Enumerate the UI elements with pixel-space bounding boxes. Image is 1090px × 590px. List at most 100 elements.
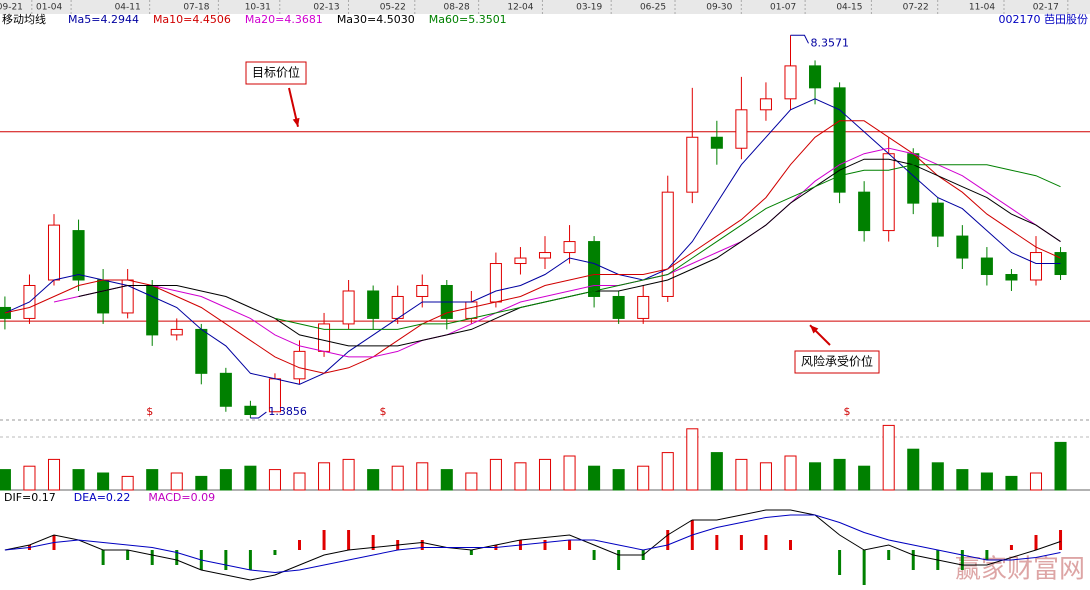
candle-body <box>759 98 772 111</box>
volume-bar <box>47 458 61 491</box>
candle-body <box>514 257 527 265</box>
candle-body <box>97 279 110 314</box>
label-leader <box>790 34 809 44</box>
candle-body <box>809 65 822 89</box>
volume-bar <box>931 462 944 491</box>
ma-line <box>274 164 1061 330</box>
dif-line <box>4 509 1061 581</box>
arrow-head <box>810 325 819 334</box>
candle-body <box>1005 274 1018 281</box>
volume-bar <box>514 462 527 491</box>
candle-body <box>956 235 969 259</box>
price-line-label: 风险承受价位 <box>801 354 873 369</box>
volume-bar <box>956 469 969 491</box>
price-line-label: 目标价位 <box>252 65 300 80</box>
volume-bar <box>170 472 183 491</box>
volume-bar <box>465 472 478 491</box>
volume-bar <box>833 458 846 491</box>
candle-body <box>47 224 61 281</box>
candle-body <box>784 65 797 100</box>
candle-body <box>391 295 404 319</box>
volume-bar <box>146 469 159 491</box>
event-mark: $ <box>146 405 153 418</box>
volume-bar <box>268 469 281 491</box>
volume-bar <box>489 458 502 491</box>
candle-body <box>170 328 183 336</box>
ma-line <box>4 98 1061 385</box>
candle-body <box>416 284 429 297</box>
legend-entry: Ma5=4.2944 <box>68 13 139 26</box>
volume-bar <box>686 428 699 491</box>
volume-bar <box>440 469 453 491</box>
volume-bar <box>1029 472 1043 491</box>
volume-bar <box>661 452 674 491</box>
candle-body <box>367 290 380 319</box>
x-tick-label: 06-25 <box>640 3 666 13</box>
volume-bar <box>907 448 920 491</box>
x-tick-label: 04-15 <box>836 3 862 13</box>
macd-legend: DIF=0.17 <box>4 491 56 504</box>
event-mark: $ <box>379 405 386 418</box>
candle-body <box>931 202 944 237</box>
candle-body <box>735 109 748 149</box>
x-tick-label: 09-21 <box>0 3 23 13</box>
candle-body <box>1029 252 1043 281</box>
x-tick-label: 03-19 <box>576 3 602 13</box>
candle-body <box>219 372 232 407</box>
macd-legend: MACD=0.09 <box>148 491 215 504</box>
volume-bar <box>710 452 723 491</box>
candle-body <box>195 328 208 374</box>
volume-bar <box>735 458 748 491</box>
candle-body <box>907 153 920 204</box>
volume-bar <box>538 458 552 491</box>
candle-body <box>686 136 699 193</box>
volume-bar <box>72 469 85 491</box>
candle-body <box>980 257 993 276</box>
volume-bar <box>0 469 11 491</box>
candle-body <box>710 136 723 149</box>
candle-body <box>146 284 159 336</box>
x-tick-label: 05-22 <box>380 3 406 13</box>
candle-body <box>612 295 625 319</box>
label-box <box>245 61 307 85</box>
candle-body <box>538 252 552 259</box>
candle-body <box>882 153 895 232</box>
stock-name: 002170 芭田股份 <box>999 12 1089 26</box>
candle-body <box>637 295 650 319</box>
volume-bar <box>23 465 36 491</box>
legend-entry: Ma30=4.5030 <box>337 13 415 26</box>
volume-bar <box>612 469 625 491</box>
arrow-head <box>292 117 300 127</box>
volume-bar <box>1005 475 1018 491</box>
legend-entry: Ma10=4.4506 <box>153 13 231 26</box>
candle-body <box>588 241 601 297</box>
candle-body <box>465 301 478 319</box>
volume-bar <box>882 424 895 491</box>
event-mark: $ <box>843 405 850 418</box>
candle-body <box>489 263 502 303</box>
volume-bar <box>759 462 772 491</box>
volume-bar <box>858 465 871 491</box>
volume-bar <box>367 469 380 491</box>
volume-bar <box>121 475 134 491</box>
volume-bar <box>318 462 331 491</box>
macd-legend: DEA=0.22 <box>74 491 131 504</box>
x-tick-label: 02-13 <box>313 3 339 13</box>
x-tick-label: 08-28 <box>444 3 470 13</box>
ma-line <box>4 120 1061 374</box>
volume-bar <box>416 462 429 491</box>
x-tick-label: 10-31 <box>245 3 271 13</box>
candle-body <box>661 191 674 297</box>
candle-body <box>858 191 871 232</box>
chart-title: 移动均线 <box>2 12 46 26</box>
volume-bar <box>809 462 822 491</box>
x-tick-label: 01-07 <box>770 3 796 13</box>
x-tick-label: 07-22 <box>903 3 929 13</box>
volume-bar <box>588 465 601 491</box>
ma-line <box>53 147 1061 358</box>
volume-bar <box>342 458 355 491</box>
x-tick-label: 11-04 <box>969 3 995 13</box>
candle-body <box>72 230 85 281</box>
max-label: 8.3571 <box>810 36 849 49</box>
